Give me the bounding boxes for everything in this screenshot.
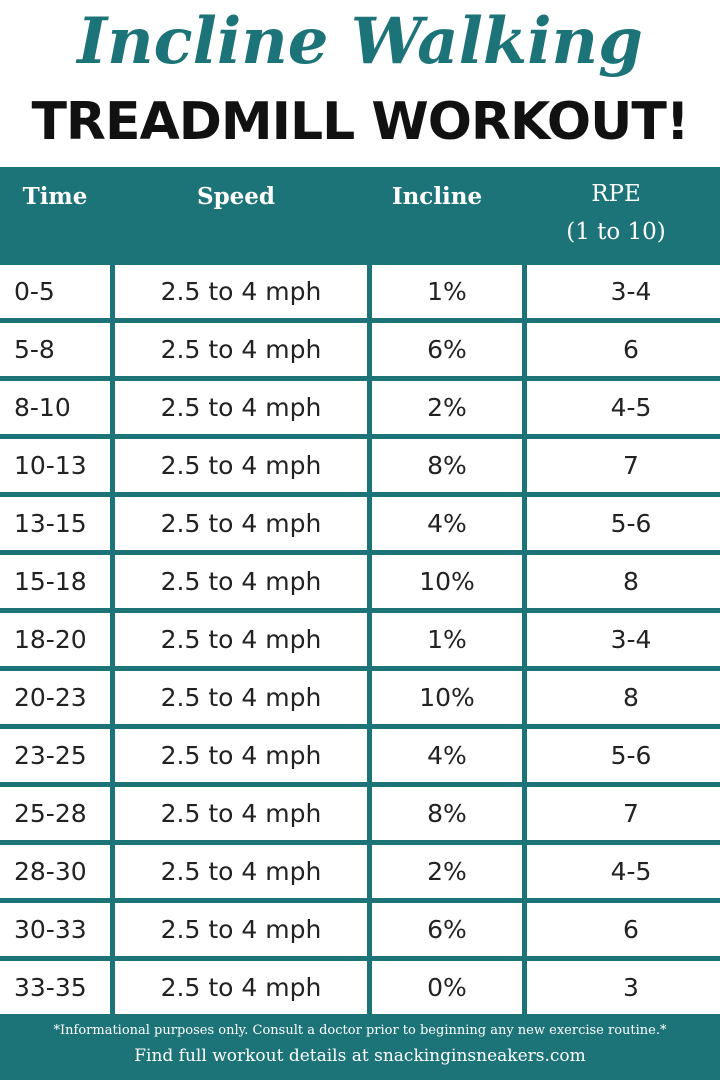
- table-cell: 20-23: [0, 671, 110, 724]
- table-cell: 2.5 to 4 mph: [115, 613, 367, 666]
- table-cell: 6%: [372, 903, 522, 956]
- column-header: Time: [22, 183, 88, 210]
- table-cell: 0%: [372, 961, 522, 1014]
- table-cell: 3: [527, 961, 720, 1014]
- table: Time Speed Incline RPE (1 to 10) 0-5 2.5 to …: [0, 167, 720, 1017]
- table-cell: 25-28: [0, 787, 110, 840]
- table-cell: 1%: [372, 613, 522, 666]
- table-cell: 2.5 to 4 mph: [115, 903, 367, 956]
- table-cell: 4%: [372, 729, 522, 782]
- table-cell: 6: [527, 323, 720, 376]
- disclaimer: *Informational purposes only. Consult a …: [53, 1023, 667, 1038]
- table-cell: 5-6: [527, 497, 720, 550]
- table-cell: 10%: [372, 555, 522, 608]
- table-cell: 2.5 to 4 mph: [115, 323, 367, 376]
- table-cell: 1%: [372, 265, 522, 318]
- table-cell: 7: [527, 439, 720, 492]
- table-cell: 3-4: [527, 265, 720, 318]
- table-cell: 30-33: [0, 903, 110, 956]
- table-cell: 8%: [372, 439, 522, 492]
- table-cell: 7: [527, 787, 720, 840]
- table-cell: 2.5 to 4 mph: [115, 729, 367, 782]
- table-cell: 6%: [372, 323, 522, 376]
- source-link: Find full workout details at snackingins…: [134, 1046, 586, 1066]
- table-cell: 2%: [372, 845, 522, 898]
- table-cell: 4-5: [527, 845, 720, 898]
- table-cell: 33-35: [0, 961, 110, 1014]
- table-cell: 8%: [372, 787, 522, 840]
- column-header: Incline: [391, 183, 483, 210]
- table-cell: 28-30: [0, 845, 110, 898]
- table-cell: 8: [527, 555, 720, 608]
- table-cell: 4%: [372, 497, 522, 550]
- table-cell: 2.5 to 4 mph: [115, 497, 367, 550]
- table-cell: 0-5: [0, 265, 110, 318]
- title: Incline Walking: [77, 4, 643, 79]
- table-cell: 4-5: [527, 381, 720, 434]
- subtitle: TREADMILL WORKOUT!: [31, 92, 689, 152]
- column-header: Speed: [196, 183, 276, 210]
- table-body: 0-5 2.5 to 4 mph 1% 3-4 5-8 2.5 to 4 mph 6% 6 8-…: [0, 262, 720, 1017]
- column-header: RPE (1 to 10): [566, 181, 666, 245]
- table-cell: 8: [527, 671, 720, 724]
- table-cell: 2.5 to 4 mph: [115, 671, 367, 724]
- table-cell: 2.5 to 4 mph: [115, 555, 367, 608]
- table-cell: 2.5 to 4 mph: [115, 845, 367, 898]
- table-cell: 15-18: [0, 555, 110, 608]
- footer: *Informational purposes only. Consult a …: [0, 1015, 720, 1080]
- table-cell: 18-20: [0, 613, 110, 666]
- table-cell: 23-25: [0, 729, 110, 782]
- table-cell: 13-15: [0, 497, 110, 550]
- table-cell: 2%: [372, 381, 522, 434]
- table-cell: 2.5 to 4 mph: [115, 439, 367, 492]
- table-cell: 2.5 to 4 mph: [115, 787, 367, 840]
- table-header: Time Speed Incline RPE (1 to 10): [0, 167, 720, 262]
- table-cell: 2.5 to 4 mph: [115, 961, 367, 1014]
- table-cell: 6: [527, 903, 720, 956]
- table-cell: 3-4: [527, 613, 720, 666]
- table-cell: 8-10: [0, 381, 110, 434]
- table-cell: 10-13: [0, 439, 110, 492]
- table-cell: 5-8: [0, 323, 110, 376]
- table-cell: 2.5 to 4 mph: [115, 265, 367, 318]
- table-cell: 5-6: [527, 729, 720, 782]
- table-cell: 10%: [372, 671, 522, 724]
- table-cell: 2.5 to 4 mph: [115, 381, 367, 434]
